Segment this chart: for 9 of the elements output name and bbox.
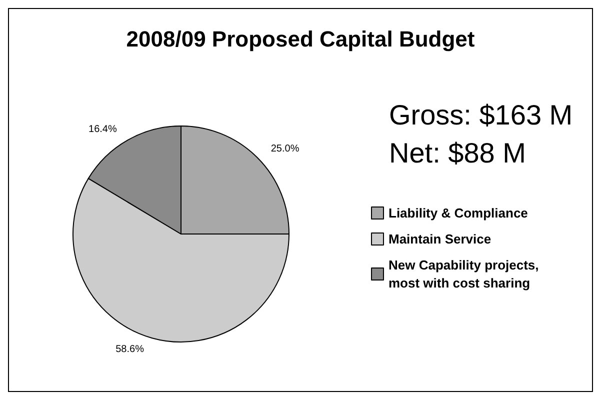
text: Gross: $163 M bbox=[389, 100, 573, 130]
chart-title: 2008/09 Proposed Capital Budget bbox=[126, 26, 476, 52]
legend-label: Maintain Service bbox=[388, 232, 492, 246]
legend-label: Liability & Compliance bbox=[388, 206, 528, 220]
data-label: 25.0% bbox=[270, 144, 300, 155]
data-label: 58.6% bbox=[116, 344, 144, 356]
data-label: 16.4% bbox=[88, 124, 117, 136]
legend-label: New Capability projects, most with cost sharing bbox=[388, 258, 542, 290]
text: Net: $88 M bbox=[389, 138, 526, 168]
